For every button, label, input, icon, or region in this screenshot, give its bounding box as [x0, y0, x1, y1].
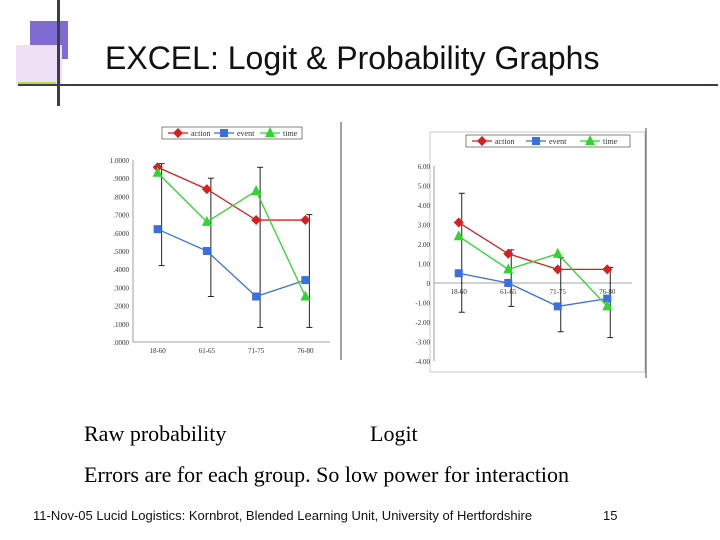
data-point-action [453, 217, 464, 228]
data-point-time [552, 247, 563, 258]
data-point-action [602, 264, 613, 275]
y-tick-label: .4000 [113, 266, 129, 274]
data-point-event [504, 279, 513, 287]
data-point-action [503, 248, 514, 259]
decor-lavender-square [16, 45, 62, 85]
legend-label: event [549, 137, 567, 146]
legend-marker [532, 137, 540, 145]
data-point-event [202, 247, 211, 255]
data-point-time [300, 290, 311, 301]
series-line-event [458, 272, 608, 308]
legend-label: action [191, 129, 211, 138]
x-tick-label: 61-65 [199, 347, 216, 355]
legend-marker [585, 135, 595, 145]
data-point-action [251, 215, 262, 226]
y-tick-label: 3.00 [418, 222, 431, 230]
y-tick-label: 1.00 [418, 261, 431, 269]
legend-marker [477, 136, 487, 146]
data-point-event [454, 269, 463, 278]
logit-chart: action event time 6.00 5.00 4.00 3.00 2.00 1.00 0… [415, 128, 647, 378]
y-tick-label: .6000 [113, 230, 129, 238]
data-point-time [503, 263, 514, 274]
y-tick-label: 0 [427, 280, 431, 288]
y-tick-label: .2000 [113, 303, 129, 311]
title-underline [18, 84, 718, 86]
y-tick-label: 5.00 [418, 183, 431, 191]
data-point-event [153, 225, 162, 234]
data-point-event [603, 294, 612, 303]
y-tick-label: 2.00 [418, 241, 431, 249]
caption-raw-probability: Raw probability [84, 421, 227, 446]
series-line-event [157, 228, 306, 298]
slide-title: EXCEL: Logit & Probability Graphs [105, 40, 600, 76]
y-tick-label: -1.00 [415, 300, 430, 308]
footer-date: 11-Nov-05 [33, 508, 93, 523]
series-line-action [157, 166, 306, 221]
chart-frame [429, 131, 646, 373]
data-point-time [201, 215, 212, 226]
data-point-action [201, 184, 212, 195]
x-tick-label: 18-60 [451, 288, 468, 296]
y-tick-label: .9000 [113, 175, 129, 183]
data-point-time [453, 230, 464, 241]
legend-marker [220, 129, 228, 137]
legend-marker [173, 128, 183, 138]
legend-label: action [495, 137, 515, 146]
data-point-event [252, 292, 261, 301]
y-tick-label: 1.0000 [110, 157, 130, 165]
legend-label: time [603, 137, 618, 146]
y-tick-label: 6.00 [418, 163, 431, 171]
y-tick-label: .7000 [113, 212, 129, 220]
series-line-action [458, 222, 608, 271]
x-tick-label: 18-60 [149, 347, 166, 355]
y-tick-label: .1000 [113, 321, 129, 329]
y-tick-label: -3.00 [415, 339, 430, 347]
legend-marker [265, 127, 275, 137]
data-point-time [251, 184, 262, 195]
x-tick-label: 76-80 [599, 288, 616, 296]
x-tick-label: 71-75 [550, 288, 567, 296]
data-point-time [152, 166, 163, 177]
decor-vertical-line [57, 0, 60, 106]
x-tick-label: 76-80 [297, 347, 314, 355]
y-tick-label: 4.00 [418, 202, 431, 210]
data-point-event [553, 302, 562, 311]
data-point-action [552, 264, 563, 275]
data-point-event [301, 276, 310, 285]
page-number: 15 [603, 508, 618, 523]
footer-source: Lucid Logistics: Kornbrot, Blended Learn… [96, 508, 533, 523]
y-tick-label: .3000 [113, 284, 129, 292]
series-line-time [458, 235, 608, 307]
y-tick-label: -4.00 [415, 358, 430, 366]
data-point-action [300, 215, 311, 226]
legend-label: time [283, 129, 298, 138]
slide-footer: 11-Nov-05 Lucid Logistics: Kornbrot, Ble… [33, 508, 617, 523]
x-tick-label: 61-65 [500, 288, 517, 296]
series-line-time [157, 172, 306, 297]
data-point-time [602, 300, 613, 311]
x-tick-label: 71-75 [248, 347, 265, 355]
y-tick-label: -2.00 [415, 319, 430, 327]
raw-probability-chart: action event time 1.0000 .9000 .8000 .7000 .600… [110, 122, 342, 360]
caption-logit: Logit [370, 421, 418, 446]
legend-label: event [237, 129, 255, 138]
caption-errors-note: Errors are for each group. So low power … [84, 462, 570, 487]
y-tick-label: .8000 [113, 193, 129, 201]
y-tick-label: .5000 [113, 248, 129, 256]
y-tick-label: .0000 [113, 339, 129, 347]
